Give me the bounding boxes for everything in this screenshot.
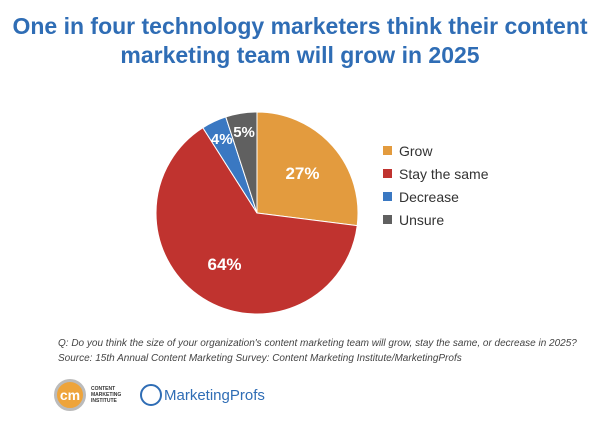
pie-slice-stay-the-same <box>155 127 358 315</box>
legend-item: Unsure <box>383 208 489 231</box>
legend-item: Decrease <box>383 185 489 208</box>
legend-swatch <box>383 169 392 178</box>
footnote: Q: Do you think the size of your organiz… <box>58 336 577 366</box>
pie-slice-unsure <box>225 111 258 214</box>
pie-chart: 27% 64% 4% 5% <box>155 111 359 315</box>
legend-swatch <box>383 192 392 201</box>
pie-slice-grow <box>256 111 359 227</box>
survey-question: Q: Do you think the size of your organiz… <box>58 338 577 349</box>
chart-title: One in four technology marketers think t… <box>12 13 588 68</box>
source-note: Source: 15th Annual Content Marketing Su… <box>58 353 462 364</box>
data-label: 27% <box>285 164 319 183</box>
data-label: 5% <box>233 124 255 141</box>
legend-label: Unsure <box>399 211 445 228</box>
data-label: 64% <box>208 255 242 274</box>
marketingprofs-logo: MarketingProfs <box>140 384 265 406</box>
legend-swatch <box>383 146 392 155</box>
legend-swatch <box>383 215 392 224</box>
legend-item: Grow <box>383 139 489 162</box>
legend-label: Grow <box>399 142 433 159</box>
data-label: 4% <box>211 131 233 148</box>
legend-label: Decrease <box>399 188 459 205</box>
legend: Grow Stay the same Decrease Unsure <box>383 139 489 231</box>
legend-item: Stay the same <box>383 162 489 185</box>
legend-label: Stay the same <box>399 165 489 182</box>
cmi-logo: cm CONTENT MARKETING INSTITUTE <box>54 379 121 411</box>
marketingprofs-icon <box>140 384 162 406</box>
